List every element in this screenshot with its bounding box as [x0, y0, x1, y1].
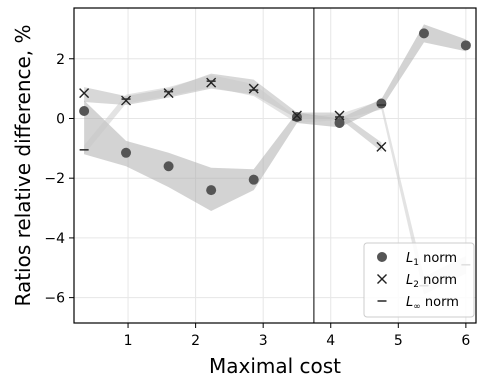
data-point-series-2: [334, 110, 345, 121]
legend-label-series-1: L1 norm: [406, 251, 457, 268]
confidence-bands: [84, 24, 466, 295]
band-series-1: [84, 24, 466, 212]
x-tick-label: 1: [124, 333, 133, 349]
legend: L1 norm L2 norm L∞ norm: [363, 242, 475, 318]
data-point-series-2: [376, 141, 387, 152]
y-axis-title: Ratios relative difference, %: [11, 24, 35, 306]
y-tick-label: −6: [44, 291, 65, 307]
data-point-series-2: [121, 95, 132, 106]
grid: [74, 8, 476, 323]
data-markers: [79, 28, 471, 287]
data-point-series-1: [163, 161, 174, 172]
data-point-series-2: [291, 110, 302, 121]
legend-marker-series-1: [377, 252, 387, 262]
x-tick-label: 5: [394, 333, 403, 349]
data-point-series-1: [418, 28, 429, 39]
axis-ticks: 1 2 3 4 5 6 −6 −4 −2 0 2: [44, 52, 470, 349]
legend-label-series-2: L2 norm: [406, 273, 457, 290]
data-point-series-2: [79, 88, 90, 99]
legend-marker-series-2: [377, 274, 387, 284]
data-point-series-1: [248, 174, 259, 185]
data-point-series-1: [79, 106, 90, 117]
data-point-series-2: [163, 88, 174, 99]
data-point-series-1: [121, 147, 132, 158]
x-tick-label: 4: [326, 333, 335, 349]
data-point-series-2: [206, 77, 217, 88]
data-point-series-1: [376, 98, 387, 109]
legend-box: [363, 242, 475, 318]
y-tick-label: −2: [44, 171, 65, 187]
data-point-series-2: [248, 83, 259, 94]
plot-frame: [73, 7, 477, 324]
x-tick-label: 3: [259, 333, 268, 349]
data-point-series-1: [206, 185, 217, 196]
y-tick-label: 2: [56, 52, 65, 68]
data-point-series-1: [460, 40, 471, 51]
x-tick-label: 6: [461, 333, 470, 349]
x-tick-label: 2: [191, 333, 200, 349]
data-point-series-1: [334, 117, 345, 128]
y-tick-label: −4: [44, 231, 65, 247]
x-axis-title: Maximal cost: [209, 354, 341, 378]
y-tick-label: 0: [56, 111, 65, 127]
legend-label-series-3: L∞ norm: [406, 295, 459, 312]
